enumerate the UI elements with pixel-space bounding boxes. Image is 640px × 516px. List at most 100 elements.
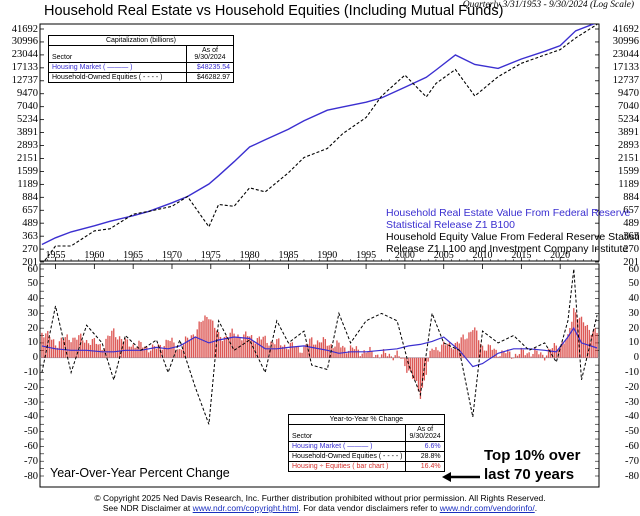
- bar-221: [470, 331, 472, 358]
- bar-158: [347, 350, 350, 358]
- bar-208: [444, 345, 447, 358]
- bar-206: [441, 344, 443, 358]
- bar-203: [435, 347, 437, 358]
- bottom-line-series: [41, 268, 598, 425]
- bar-52: [142, 347, 144, 358]
- bar-282: [588, 329, 590, 358]
- line-housing-top: [41, 24, 596, 246]
- bar-8: [56, 347, 59, 358]
- bar-198: [425, 357, 427, 375]
- bar-16: [72, 337, 74, 358]
- bar-191: [411, 357, 414, 379]
- y-tick-right-bottom--40: -40: [625, 411, 639, 423]
- bar-202: [433, 349, 435, 358]
- x-tick-2000: 2000: [394, 250, 415, 261]
- bar-196: [421, 357, 424, 388]
- bar-231: [489, 345, 491, 358]
- bar-183: [396, 350, 398, 358]
- bar-186: [402, 357, 404, 359]
- bar-242: [510, 357, 513, 359]
- y-tick-left-top-30996: 30996: [11, 36, 38, 48]
- bar-169: [369, 346, 371, 358]
- y-tick-left-top-5234: 5234: [17, 114, 38, 126]
- y-tick-left-top-884: 884: [22, 191, 38, 203]
- y-tick-right-top-1599: 1599: [618, 165, 639, 177]
- bar-245: [516, 355, 519, 358]
- bar-87: [210, 319, 212, 358]
- bar-105: [245, 331, 247, 358]
- bottom-legend-col-asof: As of 9/30/2024: [405, 424, 445, 442]
- top-legend-row-housing-label: Housing Market ( ——— ): [48, 62, 187, 73]
- bar-59: [155, 348, 158, 358]
- bar-225: [477, 340, 480, 358]
- bar-35: [109, 336, 111, 358]
- bar-13: [66, 334, 68, 358]
- bar-119: [272, 342, 274, 358]
- bar-75: [186, 337, 189, 358]
- bar-20: [80, 333, 82, 358]
- callout-line-1: Top 10% over: [484, 447, 581, 464]
- top-legend: Capitalization (billions) Sector As of 9/…: [48, 35, 235, 83]
- callout-arrow-head: [442, 472, 451, 482]
- bar-118: [270, 341, 272, 358]
- bar-63: [163, 346, 165, 358]
- bar-238: [503, 351, 505, 358]
- bar-219: [466, 338, 468, 358]
- top-legend-row-equities-label: Household-Owned Equities ( - - - - ): [48, 72, 187, 83]
- bar-131: [295, 346, 297, 358]
- y-tick-left-top-12737: 12737: [11, 75, 38, 87]
- bar-68: [173, 342, 175, 358]
- y-tick-right-bottom-30: 30: [628, 307, 640, 319]
- y-tick-right-top-489: 489: [623, 217, 639, 229]
- bar-79: [194, 336, 196, 358]
- bar-76: [188, 339, 191, 358]
- bar-115: [264, 335, 266, 358]
- bar-279: [582, 322, 585, 358]
- y-tick-right-bottom-40: 40: [628, 293, 640, 305]
- bar-236: [499, 356, 501, 358]
- bar-88: [212, 320, 214, 358]
- bottom-legend-row-ratio-label: Housing ÷ Equities ( bar chart ): [287, 461, 407, 472]
- bar-163: [357, 349, 359, 358]
- bar-209: [446, 343, 449, 358]
- bar-89: [214, 327, 216, 358]
- bar-136: [305, 344, 307, 358]
- bar-97: [229, 332, 231, 358]
- bar-70: [177, 349, 179, 358]
- footer-disclaimer-pre: See NDR Disclaimer at: [102, 503, 191, 513]
- bar-178: [386, 356, 389, 358]
- y-tick-right-bottom-10: 10: [628, 337, 640, 349]
- bar-23: [85, 339, 88, 358]
- bar-85: [206, 316, 208, 358]
- bar-249: [524, 355, 526, 358]
- bar-176: [382, 349, 385, 358]
- bar-33: [105, 338, 107, 358]
- bar-286: [596, 332, 598, 358]
- source-equities-1: Household Equity Value From Federal Rese…: [386, 231, 640, 243]
- bar-133: [299, 352, 301, 358]
- bar-230: [487, 344, 490, 358]
- bar-234: [495, 349, 497, 358]
- y-tick-left-top-7040: 7040: [17, 101, 38, 113]
- y-tick-left-bottom--20: -20: [24, 381, 38, 393]
- y-tick-right-bottom--10: -10: [625, 367, 639, 378]
- bar-141: [314, 344, 317, 358]
- x-tick-1960: 1960: [84, 250, 105, 261]
- bar-285: [594, 328, 596, 358]
- bar-172: [375, 354, 377, 358]
- y-tick-right-top-30996: 30996: [612, 36, 639, 48]
- bar-213: [454, 342, 457, 358]
- y-tick-left-bottom-60: 60: [27, 263, 39, 275]
- bar-108: [250, 335, 253, 358]
- footer-vendor-link[interactable]: www.ndr.com/vendorinfo/: [439, 503, 535, 513]
- callout-text: Top 10% over last 70 years: [484, 446, 580, 484]
- bar-84: [204, 315, 206, 358]
- bar-235: [497, 356, 499, 358]
- bar-134: [301, 352, 303, 358]
- bar-168: [367, 351, 369, 358]
- bottom-legend-asof-1: As of: [417, 426, 434, 433]
- bar-165: [361, 353, 363, 358]
- bar-262: [549, 349, 552, 358]
- bar-260: [545, 355, 548, 358]
- footer-copyright-link[interactable]: www.ndr.com/copyright.html: [192, 503, 299, 513]
